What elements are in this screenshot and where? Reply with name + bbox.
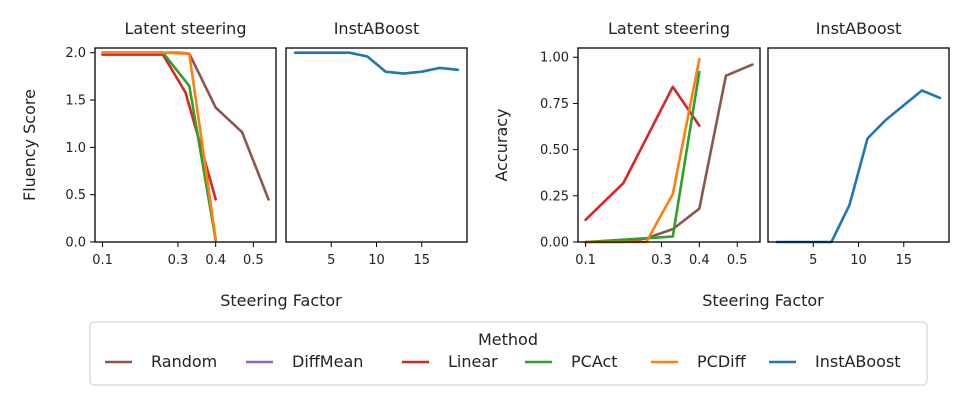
x-tick-label: 0.4 [689,253,710,268]
y-tick-label: 0.50 [540,143,569,158]
series-line-linear [584,85,701,222]
series-line-pcdiff [584,57,701,244]
panel-title: InstABoost [816,19,902,38]
legend-item-linear: Linear [402,352,498,371]
y-tick-label: 1.5 [65,94,86,109]
y-tick-label: 0.00 [540,236,569,251]
y-tick-label: 0.75 [540,97,569,112]
series-line-instaboost [775,89,942,244]
x-tick-label: 10 [850,253,867,268]
x-tick-label: 0.3 [651,253,672,268]
panel-3: Latent steering 0.1 0.3 0.4 0.5 0.00 0.25 0.50 0… [492,19,761,268]
legend-item-random: Random [105,352,217,371]
panel-4: InstABoost 5 10 15 [767,19,950,268]
x-tick-label: 10 [368,253,385,268]
legend-item-instaboost: InstABoost [769,352,901,371]
legend-label: Linear [448,352,498,371]
plot-frame [94,47,277,243]
x-tick-label: 5 [327,253,335,268]
series-line-instaboost [293,51,460,75]
y-tick-label: 2.0 [65,46,86,61]
x-axis-label-right: Steering Factor [702,291,824,310]
series-line-pcact [101,51,217,242]
x-tick-label: 0.5 [243,253,264,268]
y-tick-label: 0.0 [65,236,86,251]
legend-title: Method [478,330,538,349]
legend-item-pcdiff: PCDiff [651,352,747,371]
plot-frame [285,47,468,243]
series-line-pcdiff [101,51,217,241]
panel-2: InstABoost 5 10 15 [285,19,468,268]
x-tick-label: 0.3 [168,253,189,268]
legend-label: Random [151,352,217,371]
y-axis-label: Accuracy [492,108,511,181]
panel-title: Latent steering [608,19,730,38]
series-group [584,57,754,244]
series-line-random [101,51,270,201]
x-axis-label-left: Steering Factor [220,291,342,310]
x-tick-label: 15 [895,253,912,268]
legend-label: DiffMean [292,352,363,371]
x-tick-label: 15 [413,253,430,268]
series-group [293,51,460,75]
series-group [775,89,942,244]
panel-title: InstABoost [334,19,420,38]
legend-label: PCAct [571,352,618,371]
legend-item-pcact: PCAct [525,352,618,371]
y-axis-label: Fluency Score [20,89,39,201]
legend-label: PCDiff [697,352,747,371]
x-tick-label: 5 [809,253,817,268]
y-tick-label: 1.0 [65,141,86,156]
y-tick-label: 0.25 [540,189,569,204]
x-tick-label: 0.1 [92,253,113,268]
legend-frame [89,321,928,386]
series-line-random [584,63,754,244]
legend: Method Random DiffMean Linear PCAct PCDiff In… [89,321,928,386]
plot-frame [767,47,950,243]
legend-item-diffmean: DiffMean [246,352,363,371]
y-tick-label: 1.00 [540,51,569,66]
x-tick-label: 0.1 [575,253,596,268]
panel-1: Latent steering 0.1 0.3 0.4 0.5 0.0 0.5 1.0 1.5 2… [20,19,277,268]
x-tick-label: 0.5 [727,253,748,268]
panel-title: Latent steering [125,19,247,38]
plot-frame [577,47,761,243]
y-tick-label: 0.5 [65,188,86,203]
legend-label: InstABoost [815,352,901,371]
x-tick-label: 0.4 [205,253,226,268]
series-group [101,51,270,242]
series-line-pcact [584,70,701,244]
